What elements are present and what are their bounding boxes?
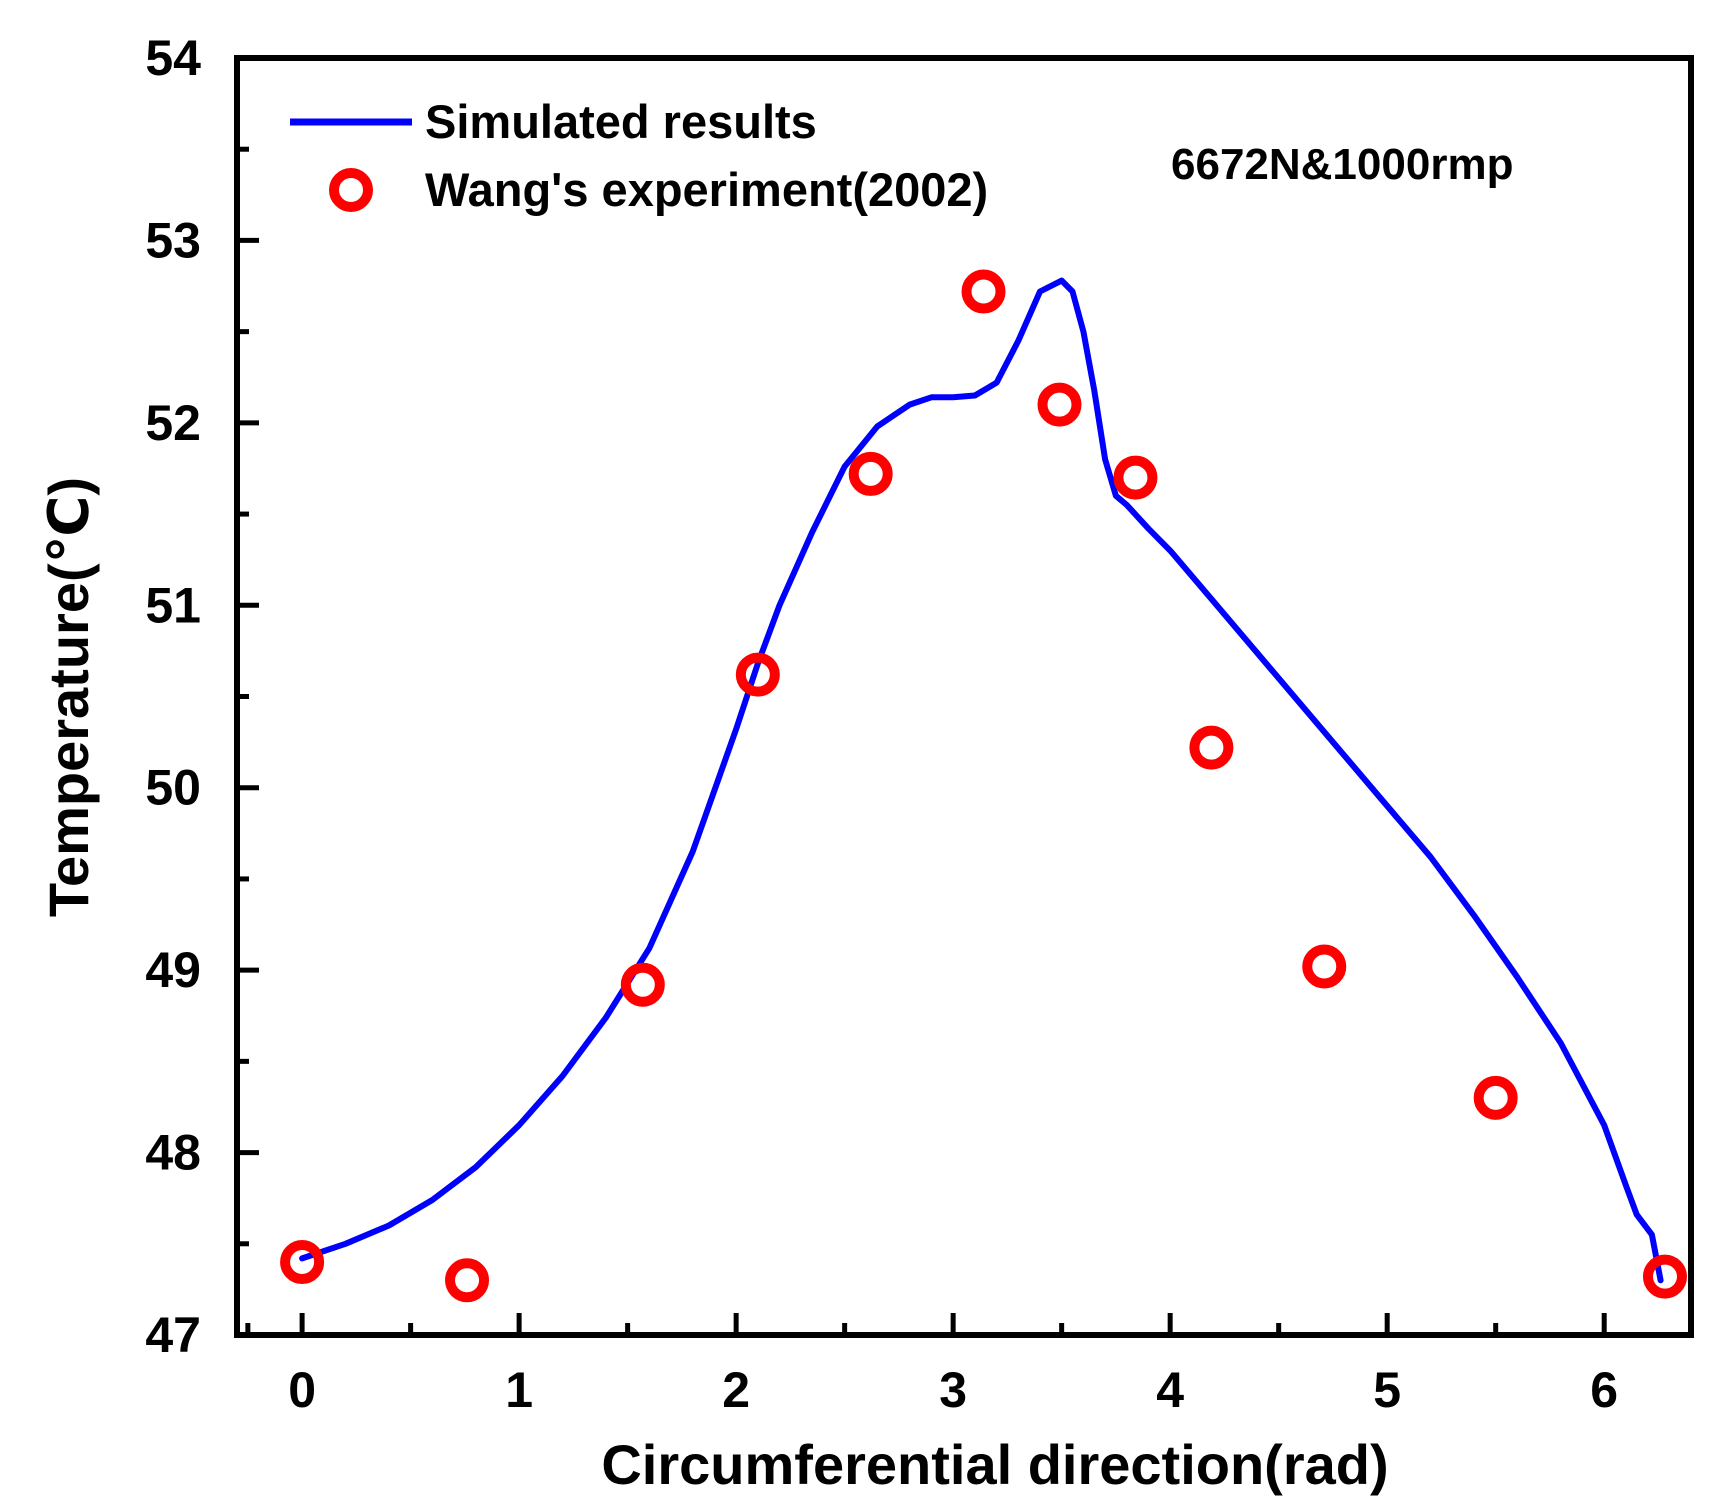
x-tick-label: 0 [288, 1362, 316, 1418]
experiment-data-point [961, 269, 1006, 314]
experiment-data-point [1642, 1254, 1687, 1299]
experiment-data-point [280, 1240, 325, 1285]
y-axis-title: Temperature(℃) [37, 477, 100, 917]
y-tick-label: 47 [145, 1307, 201, 1363]
legend-label-experiment: Wang's experiment(2002) [425, 163, 988, 216]
experiment-data-point [445, 1258, 490, 1303]
y-tick-label: 52 [145, 395, 201, 451]
legend-label-simulated: Simulated results [425, 95, 817, 148]
experiment-data-point [735, 652, 780, 697]
legend-circle-swatch [329, 168, 373, 212]
simulated-results-line [299, 277, 1664, 1284]
plot-area: 47 48 49 50 51 52 53 54 0 1 2 3 4 5 6 [145, 30, 1694, 1418]
condition-annotation: 6672N&1000rmp [1171, 140, 1513, 189]
plot-frame [234, 55, 1694, 1338]
x-axis-title: Circumferential direction(rad) [601, 1433, 1388, 1496]
experiment-data-point [1302, 944, 1347, 989]
y-tick-label: 48 [145, 1125, 201, 1181]
experiment-data-point [1473, 1075, 1518, 1120]
x-tick-label: 4 [1156, 1362, 1184, 1418]
y-tick-label: 50 [145, 760, 201, 816]
y-tick-label: 51 [145, 577, 201, 633]
legend: Simulated results Wang's experiment(2002… [290, 95, 988, 216]
y-tick-label: 49 [145, 942, 201, 998]
y-tick-label: 54 [145, 30, 201, 86]
series-layer [280, 269, 1687, 1303]
x-tick-label: 1 [505, 1362, 533, 1418]
x-tick-label: 3 [939, 1362, 967, 1418]
y-tick-label: 53 [145, 212, 201, 268]
x-tick-label: 2 [722, 1362, 750, 1418]
experiment-data-point [1037, 382, 1082, 427]
x-tick-label: 5 [1373, 1362, 1401, 1418]
y-axis-ticks: 47 48 49 50 51 52 53 54 [145, 30, 259, 1363]
experiment-data-point [1113, 455, 1158, 500]
experiment-data-point [1189, 725, 1234, 770]
experiment-data-point [620, 962, 665, 1007]
experiment-data-point [848, 451, 893, 496]
x-axis-ticks: 0 1 2 3 4 5 6 [245, 1313, 1618, 1418]
x-tick-label: 6 [1590, 1362, 1618, 1418]
